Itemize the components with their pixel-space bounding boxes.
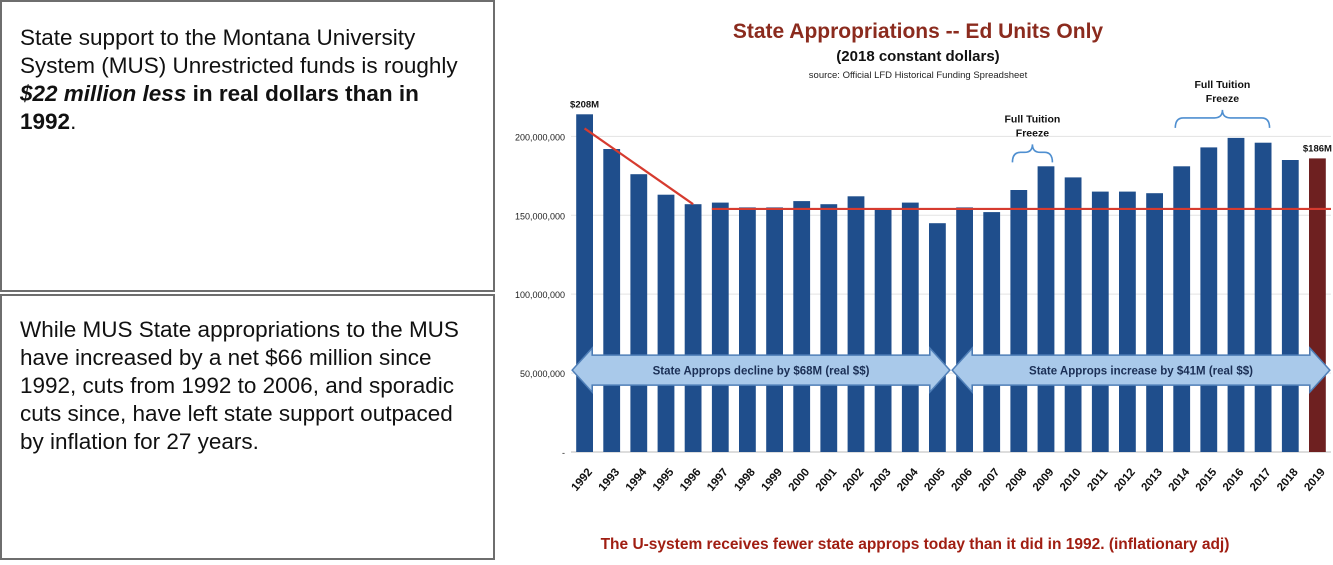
bar: [1200, 147, 1218, 452]
x-tick-label: 1995: [651, 466, 677, 494]
bar-chart: State Appropriations -- Ed Units Only (2…: [515, 20, 1332, 553]
bar: [874, 208, 892, 452]
x-tick-label: 2019: [1302, 466, 1328, 493]
bar: [603, 149, 621, 452]
x-tick-label: 2015: [1194, 466, 1220, 494]
y-tick-label: 150,000,000: [515, 211, 565, 221]
detail-text: While MUS State appropriations to the MU…: [20, 317, 459, 454]
x-tick-label: 2014: [1167, 466, 1193, 494]
bar: [739, 207, 756, 452]
bar: [1281, 160, 1299, 452]
double-arrow: [571, 346, 951, 395]
bar: [630, 174, 648, 452]
trend-decline-line: [583, 127, 694, 206]
chart-subtitle: (2018 constant dollars): [836, 48, 999, 65]
y-tick-label: -: [562, 448, 565, 458]
x-tick-label: 2008: [1004, 466, 1030, 494]
double-arrow: [951, 346, 1331, 395]
freeze-label-line2: Freeze: [1206, 93, 1239, 105]
bar: [793, 201, 811, 452]
bar: [1064, 177, 1082, 452]
freeze-label-line2: Freeze: [1016, 127, 1049, 139]
x-tick-label: 1998: [732, 466, 758, 494]
x-tick-label: 2007: [977, 466, 1003, 493]
bar: [576, 114, 593, 453]
bar: [766, 207, 783, 452]
x-tick-label: 2006: [949, 466, 975, 493]
x-tick-label: 2004: [895, 466, 921, 494]
bar-value-label: $208M: [570, 99, 599, 110]
bar: [1146, 193, 1163, 452]
x-tick-label: 2012: [1112, 466, 1138, 493]
y-tick-label: 200,000,000: [515, 132, 565, 142]
freeze-brace: [1011, 144, 1054, 163]
summary-emphasis-bold: in real dollars than in 1992: [20, 81, 419, 134]
summary-text: State support to the Montana University …: [20, 25, 458, 78]
x-tick-label: 1996: [678, 466, 704, 493]
bar: [983, 212, 1001, 452]
summary-box: State support to the Montana University …: [0, 0, 495, 292]
bar: [820, 204, 838, 452]
bar: [1119, 191, 1136, 452]
chart-container: State Appropriations -- Ed Units Only (2…: [497, 0, 1333, 560]
arrow-annotation-label: State Approps increase by $41M (real $$): [1029, 366, 1253, 378]
bar: [901, 202, 919, 452]
bar: [1227, 137, 1245, 452]
freeze-label-line1: Full Tuition: [1005, 113, 1061, 125]
bar: [1309, 158, 1326, 452]
x-tick-label: 1992: [569, 466, 595, 493]
bar: [1254, 142, 1272, 452]
summary-text-end: .: [70, 109, 77, 134]
x-tick-label: 1999: [759, 466, 785, 493]
arrow-annotation-label: State Approps decline by $68M (real $$): [653, 366, 870, 378]
freeze-label-line1: Full Tuition: [1195, 79, 1251, 91]
bar: [657, 194, 675, 452]
bar: [956, 207, 973, 452]
x-tick-label: 2018: [1275, 466, 1301, 494]
x-tick-label: 2005: [922, 466, 948, 494]
bar: [711, 202, 729, 452]
x-tick-label: 2000: [787, 466, 813, 493]
chart-title: State Appropriations -- Ed Units Only: [733, 20, 1104, 43]
chart-footer: The U-system receives fewer state approp…: [601, 536, 1230, 553]
x-tick-label: 2001: [814, 466, 840, 494]
summary-emphasis-italic: $22 million less: [20, 81, 187, 106]
x-tick-label: 2003: [868, 466, 894, 493]
x-tick-label: 2017: [1248, 466, 1274, 493]
x-tick-label: 2002: [841, 466, 867, 493]
x-tick-label: 2009: [1031, 466, 1057, 493]
x-tick-label: 2013: [1139, 466, 1165, 493]
bar: [684, 204, 702, 452]
bar: [1091, 191, 1109, 452]
bar: [847, 196, 865, 452]
bar: [929, 223, 946, 452]
bar-value-label: $186M: [1303, 143, 1332, 154]
chart-source: source: Official LFD Historical Funding …: [809, 70, 1028, 81]
x-tick-label: 1994: [624, 466, 650, 494]
freeze-brace: [1174, 109, 1271, 128]
x-tick-label: 1997: [705, 466, 731, 493]
y-tick-label: 50,000,000: [520, 369, 565, 379]
x-tick-label: 2010: [1058, 466, 1084, 493]
detail-box: While MUS State appropriations to the MU…: [0, 294, 495, 560]
bar: [1010, 190, 1028, 452]
x-tick-label: 2016: [1221, 466, 1247, 493]
y-tick-label: 100,000,000: [515, 290, 565, 300]
x-tick-label: 1993: [597, 466, 623, 493]
x-tick-label: 2011: [1085, 466, 1111, 493]
